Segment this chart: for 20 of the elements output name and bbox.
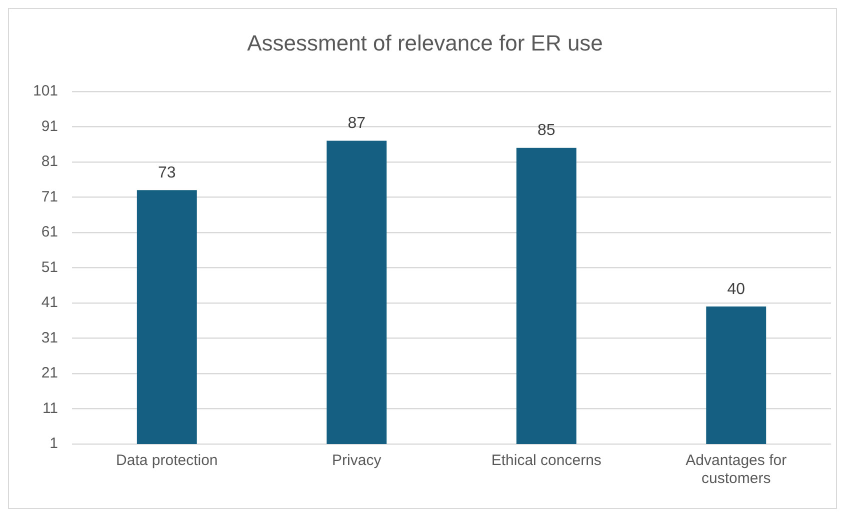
y-tick-label: 11 <box>42 400 58 417</box>
y-tick-label: 21 <box>41 364 58 382</box>
y-tick-label: 101 <box>32 82 58 100</box>
y-tick-label: 61 <box>41 224 58 241</box>
y-tick-label: 81 <box>41 153 58 170</box>
y-tick-label: 91 <box>41 118 58 135</box>
x-tick-label: Advantages for customers <box>686 452 787 488</box>
data-label: 87 <box>348 115 366 132</box>
chart-title: Assessment of relevance for ER use <box>247 30 603 56</box>
x-tick-label: Privacy <box>332 452 382 470</box>
x-tick-label: Ethical concerns <box>491 452 602 470</box>
y-tick-label: 41 <box>41 294 58 312</box>
y-tick-label: 71 <box>41 188 58 206</box>
data-label: 85 <box>537 122 556 140</box>
y-tick-label: 31 <box>41 329 58 346</box>
y-tick-label: 51 <box>41 258 58 276</box>
x-tick-label: Data protection <box>116 452 218 470</box>
data-label: 73 <box>158 164 176 182</box>
y-tick-label: 1 <box>50 435 58 452</box>
data-label: 40 <box>727 280 746 298</box>
